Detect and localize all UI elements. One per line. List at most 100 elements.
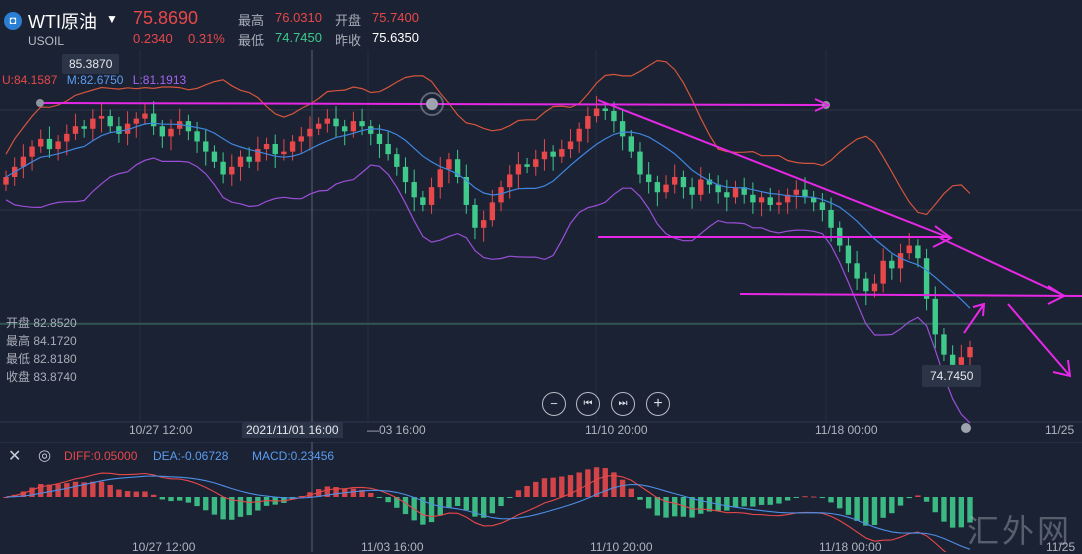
macd-histogram-bar xyxy=(376,497,383,498)
candle xyxy=(20,156,27,167)
open-label: 开盘 xyxy=(335,13,362,28)
settings-icon[interactable]: ◎ xyxy=(38,447,52,464)
candle xyxy=(724,192,730,198)
candle xyxy=(272,144,278,155)
candle xyxy=(689,187,695,195)
candle xyxy=(220,161,226,175)
macd-histogram-bar xyxy=(428,497,435,523)
macd-histogram-bar xyxy=(124,491,131,497)
macd-histogram-bar xyxy=(402,497,409,515)
macd-histogram-bar xyxy=(107,484,113,497)
macd-histogram-bar xyxy=(194,497,200,507)
candle xyxy=(298,136,304,142)
macd-histogram-bar xyxy=(46,484,53,497)
zoom-out-button[interactable]: − xyxy=(542,392,566,416)
macd-histogram-bar xyxy=(619,479,626,497)
candle xyxy=(307,128,313,137)
arrow-head xyxy=(1052,359,1072,378)
candle xyxy=(237,156,244,167)
instrument-name[interactable]: WTI原油 xyxy=(28,12,97,32)
macd-histogram-bar xyxy=(628,488,634,497)
macd-diff-value: DIFF:0.05000 xyxy=(64,449,138,463)
arrow-head xyxy=(972,302,986,317)
trendline-projection xyxy=(939,237,1066,297)
candle xyxy=(559,149,565,157)
candle xyxy=(150,113,157,127)
macd-histogram-bar xyxy=(941,497,947,522)
chevron-down-icon[interactable]: ▼ xyxy=(106,12,118,26)
macd-chart[interactable] xyxy=(0,442,1082,552)
x-tick-label: 11/18 00:00 xyxy=(815,423,878,437)
macd-histogram-bar xyxy=(767,497,773,505)
x-tick-label: 11/10 20:00 xyxy=(585,423,648,437)
macd-histogram-bar xyxy=(359,489,365,497)
macd-histogram-bar xyxy=(324,486,331,497)
macd-histogram-bar xyxy=(593,467,600,497)
candle xyxy=(489,202,496,221)
macd-histogram-bar xyxy=(967,497,973,523)
candle xyxy=(576,128,582,142)
candle xyxy=(758,197,765,203)
candle xyxy=(463,177,469,205)
price-change-pct: 0.31% xyxy=(188,31,225,46)
macd-x-tick-label: 11/25 xyxy=(1046,540,1076,554)
arrow-head xyxy=(1047,285,1067,305)
candle xyxy=(706,179,713,185)
watermark: 汇外网 xyxy=(966,512,1072,550)
candle xyxy=(680,177,687,188)
prev-close-value: 75.6350 xyxy=(372,30,419,45)
macd-histogram-bar xyxy=(837,497,843,509)
scroll-back-button[interactable]: ⏮ xyxy=(576,392,600,416)
macd-histogram-bar xyxy=(203,497,209,511)
macd-histogram-bar xyxy=(732,497,739,508)
macd-histogram-bar xyxy=(750,497,756,507)
candle xyxy=(698,179,704,195)
candle xyxy=(376,133,383,144)
candle xyxy=(941,334,947,355)
candle xyxy=(776,202,782,205)
candle xyxy=(767,197,773,205)
macd-histogram-bar xyxy=(854,497,860,521)
candle xyxy=(619,121,626,137)
macd-histogram-bar xyxy=(949,497,956,528)
candle xyxy=(602,108,608,111)
macd-histogram-bar xyxy=(237,497,244,517)
macd-histogram-bar xyxy=(333,486,339,497)
macd-histogram-bar xyxy=(515,490,522,497)
candle xyxy=(524,164,530,167)
candle xyxy=(967,347,973,358)
macd-histogram-bar xyxy=(255,497,261,511)
candle xyxy=(64,133,70,142)
candle xyxy=(289,141,296,152)
macd-histogram-bar xyxy=(472,497,478,517)
candle xyxy=(906,245,912,254)
open-value: 75.7400 xyxy=(372,10,419,25)
macd-histogram-bar xyxy=(150,494,157,497)
candle xyxy=(168,128,174,137)
lower-band-value: L:81.1913 xyxy=(132,73,187,87)
macd-histogram-bar xyxy=(263,497,270,506)
macd-histogram-bar xyxy=(706,497,713,512)
candle xyxy=(142,113,148,119)
candle xyxy=(472,204,478,228)
candle xyxy=(385,144,391,155)
candle xyxy=(498,187,504,203)
candle xyxy=(863,278,869,292)
macd-histogram-bar xyxy=(915,495,921,497)
candle xyxy=(611,111,617,122)
candle xyxy=(194,131,200,142)
trendline-horizontal-low xyxy=(739,293,1082,297)
candle xyxy=(854,263,860,279)
close-icon[interactable]: ✕ xyxy=(8,448,22,465)
candle xyxy=(394,154,400,167)
scroll-forward-button[interactable]: ⏭ xyxy=(611,392,635,416)
macd-histogram-bar xyxy=(889,497,895,514)
x-tick-label: 10/27 12:00 xyxy=(129,423,193,437)
candle xyxy=(255,149,261,162)
candle xyxy=(585,116,591,129)
candle xyxy=(923,258,930,299)
zoom-in-button[interactable]: + xyxy=(646,392,670,416)
bollinger-lower-line xyxy=(5,157,971,424)
price-chart[interactable] xyxy=(0,50,1082,442)
upper-band-value: U:84.1587 xyxy=(2,73,58,87)
